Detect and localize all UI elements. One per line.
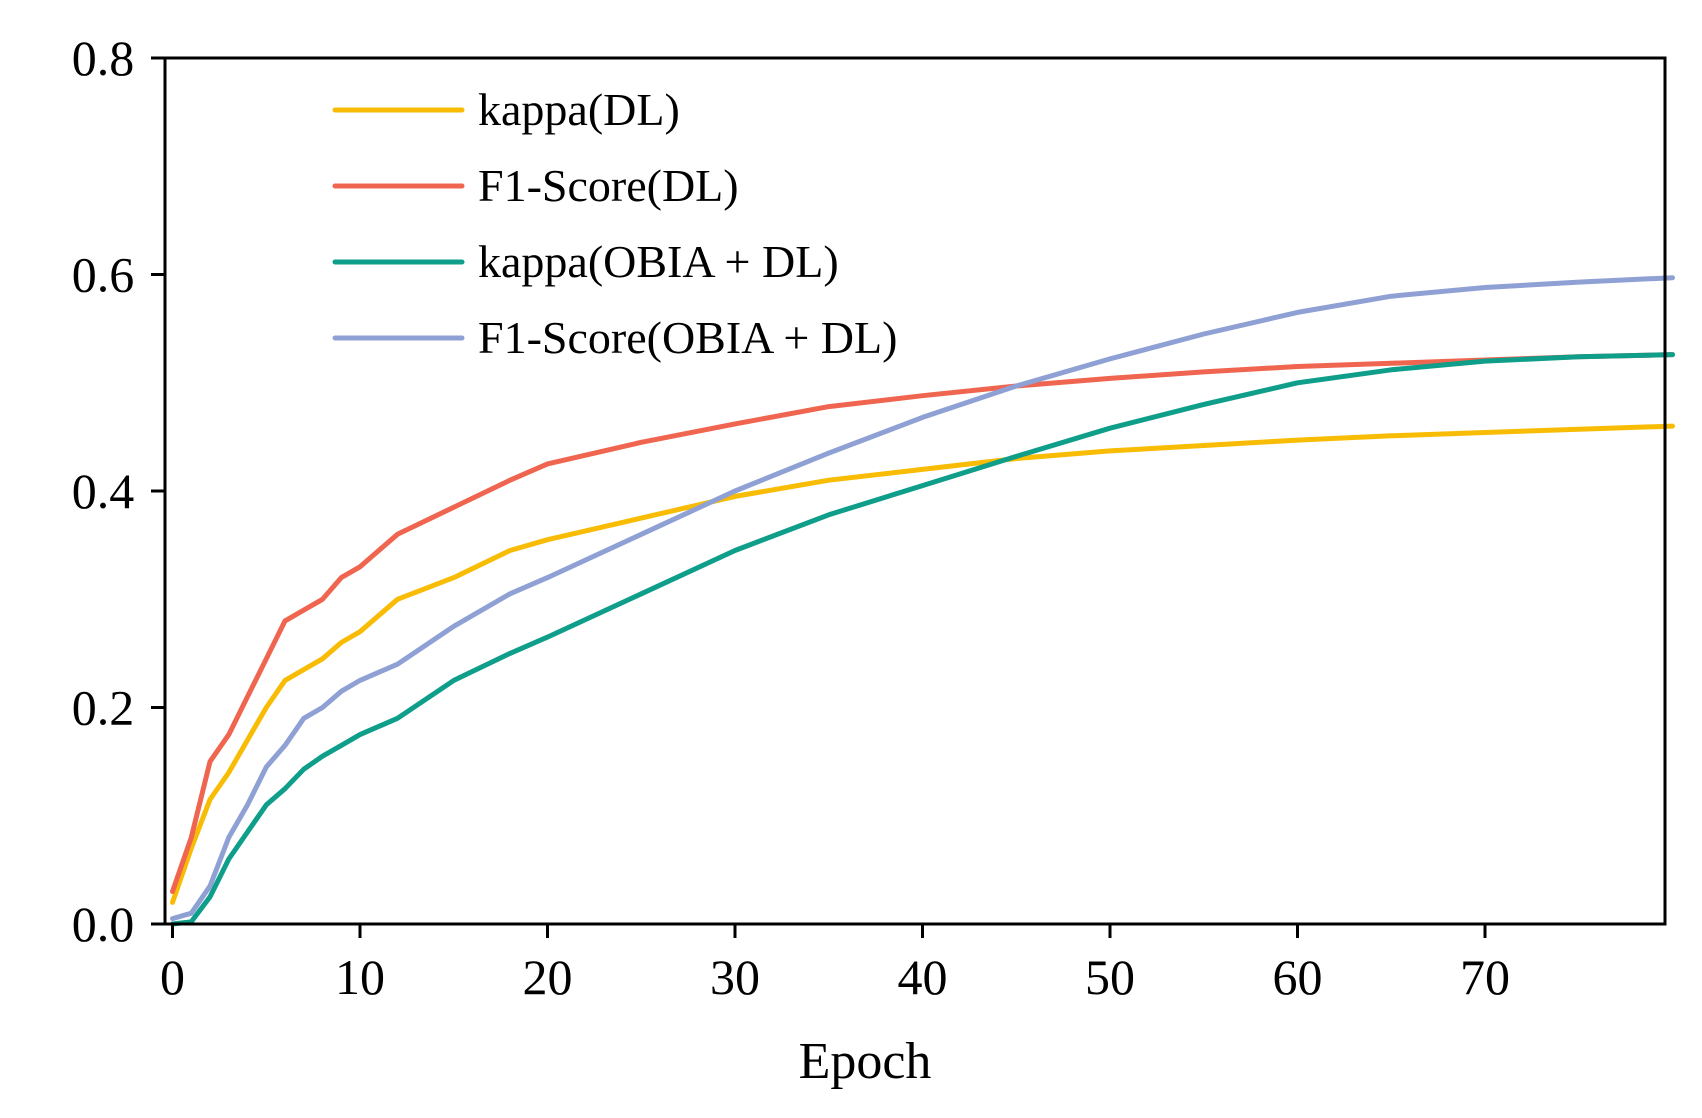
x-axis: 0 10 20 30 40 50 60 70: [160, 924, 1510, 1005]
x-tick-label: 10: [335, 949, 385, 1005]
x-axis-title: Epoch: [799, 1033, 932, 1090]
x-tick-label: 60: [1273, 949, 1323, 1005]
series-line-1: [170, 423, 1675, 905]
y-tick-label: 0.2: [72, 680, 135, 736]
legend-label-2: F1-Score(DL): [478, 160, 739, 211]
x-tick-label: 50: [1085, 949, 1135, 1005]
legend: kappa(DL) F1-Score(DL) kappa(OBIA + DL) F1-…: [332, 84, 897, 363]
series-line-3: [170, 352, 1675, 927]
x-tick-label: 30: [710, 949, 760, 1005]
x-tick-label: 40: [898, 949, 948, 1005]
legend-label-1: kappa(DL): [478, 84, 680, 135]
series-line-2: [170, 352, 1675, 894]
x-tick-label: 20: [523, 949, 573, 1005]
series-layer: [170, 275, 1675, 927]
series-line-4: [170, 275, 1675, 922]
y-tick-label: 0.4: [72, 463, 135, 519]
legend-label-4: F1-Score(OBIA + DL): [478, 312, 897, 363]
x-tick-label: 70: [1460, 949, 1510, 1005]
legend-label-3: kappa(OBIA + DL): [478, 236, 839, 287]
y-tick-label: 0.8: [72, 30, 135, 86]
y-tick-label: 0.6: [72, 247, 135, 303]
x-tick-label: 0: [160, 949, 185, 1005]
y-axis: 0.0 0.2 0.4 0.6 0.8: [72, 30, 165, 952]
y-tick-label: 0.0: [72, 896, 135, 952]
